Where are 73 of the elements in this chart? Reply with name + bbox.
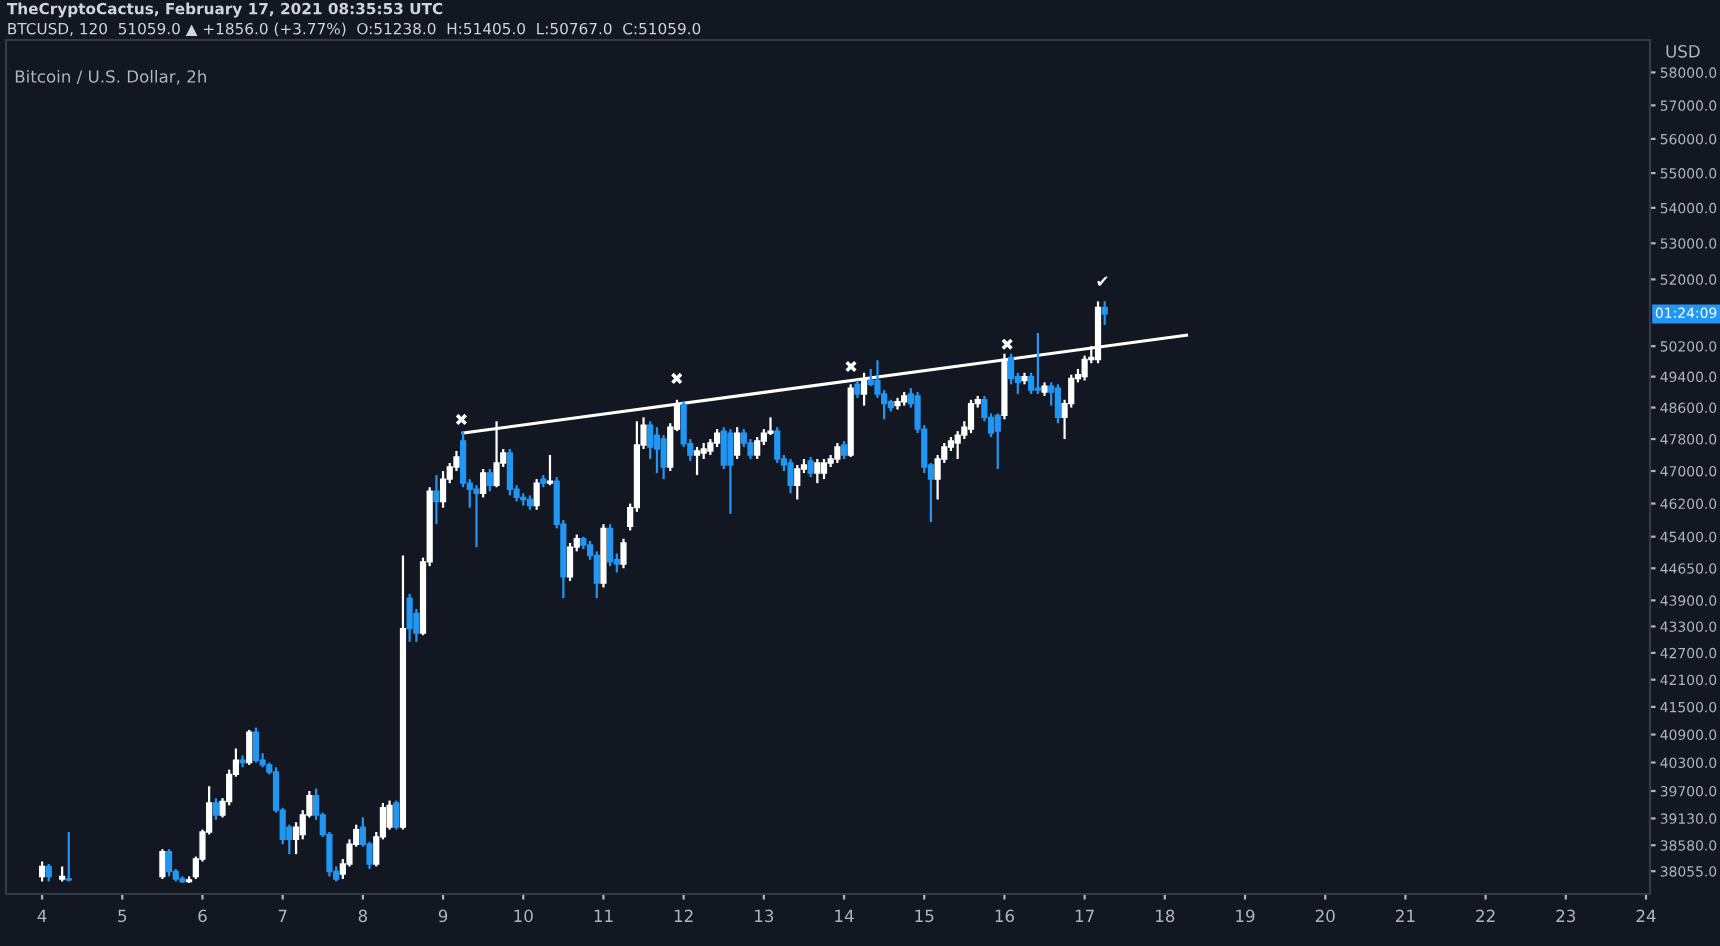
candlestick — [693, 445, 701, 477]
x-tick-label: 18 — [1156, 909, 1175, 923]
x-tick-label: 10 — [514, 909, 533, 923]
candlestick — [787, 457, 794, 495]
candlestick — [767, 416, 774, 437]
candlestick — [727, 428, 734, 515]
x-tick-label: 22 — [1476, 909, 1495, 922]
candlestick — [1007, 352, 1015, 386]
x-tick-label: 15 — [915, 909, 934, 923]
x-tick-label: 5 — [118, 909, 127, 923]
candlestick — [533, 478, 540, 511]
candlestick — [65, 830, 72, 883]
candlestick — [406, 592, 413, 643]
annotation: ✖ — [455, 413, 467, 425]
annotation: ✖ — [845, 360, 857, 373]
candlestick — [734, 426, 741, 461]
x-tick-label: 23 — [1556, 909, 1576, 923]
candlestick — [506, 447, 513, 497]
x-tick-label: 12 — [674, 909, 693, 922]
candlestick — [546, 453, 554, 487]
candlestick — [860, 371, 868, 407]
x-tick-label: 11 — [594, 909, 613, 922]
candlestick — [967, 398, 975, 435]
x-tick-label: 19 — [1236, 909, 1255, 923]
candlestick — [480, 467, 487, 499]
candlestick — [814, 457, 821, 485]
candlestick — [607, 523, 614, 568]
candlestick — [246, 728, 253, 767]
candlestick — [1081, 354, 1088, 382]
candlestick — [660, 433, 667, 481]
text: Bitcoin / U.S. Dollar, 2h — [15, 69, 206, 85]
candlestick — [252, 726, 260, 764]
candlestick — [794, 463, 801, 501]
candlestick — [239, 754, 246, 769]
candlestick — [439, 469, 447, 509]
candlestick — [620, 537, 627, 570]
candlestick — [486, 467, 493, 493]
candlestick — [473, 484, 480, 549]
y-axis-title: USD — [1666, 45, 1700, 58]
x-tick-label: 16 — [995, 909, 1014, 923]
candlestick — [38, 860, 46, 883]
x-tick-label: 13 — [755, 909, 774, 923]
candlestick — [393, 799, 400, 831]
candlestick — [212, 797, 219, 821]
candlestick — [994, 412, 1001, 471]
x-tick-label: 4 — [37, 909, 47, 922]
candlestick — [386, 799, 393, 831]
annotation: ✖ — [1001, 338, 1013, 350]
candlestick — [1054, 383, 1062, 425]
candlestick — [433, 473, 440, 526]
candlestick — [566, 541, 574, 583]
candlestick — [1034, 331, 1041, 396]
x-tick-label: 8 — [358, 909, 368, 923]
x-tick-label: 20 — [1315, 909, 1335, 923]
x-tick-label: 17 — [1075, 909, 1094, 922]
x-tick-label: 9 — [438, 909, 448, 923]
x-tick-label: 21 — [1396, 909, 1415, 922]
candlestick — [1101, 300, 1108, 326]
candlestick — [807, 455, 814, 479]
candlestick — [159, 848, 166, 881]
candlestick — [653, 426, 661, 475]
annotation: ✖ — [671, 372, 683, 384]
candlestick — [820, 457, 828, 481]
candlestick — [834, 441, 841, 465]
candlestick — [754, 435, 761, 461]
x-tick-label: 6 — [198, 909, 207, 923]
x-tick-label: 14 — [835, 909, 854, 922]
annotation: ✔ — [1097, 276, 1108, 286]
x-tick-label: 7 — [278, 909, 287, 922]
candlestick — [747, 437, 754, 461]
x-tick-label: 24 — [1636, 909, 1656, 922]
candlestick — [774, 426, 781, 465]
candlestick — [165, 848, 173, 878]
